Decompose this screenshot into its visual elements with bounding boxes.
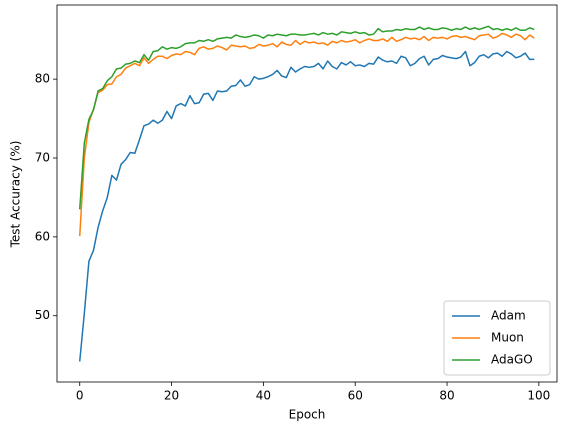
series-line xyxy=(78,25,535,210)
series-line xyxy=(78,32,535,237)
y-tick-label: 80 xyxy=(35,72,50,86)
x-tick-label: 0 xyxy=(76,389,84,403)
series-line xyxy=(78,50,535,362)
y-tick-label: 60 xyxy=(35,229,50,243)
x-tick-label: 80 xyxy=(439,389,454,403)
plot-frame xyxy=(56,4,558,383)
legend-label: Adam xyxy=(491,309,526,323)
x-axis-label: Epoch xyxy=(289,408,326,422)
y-axis-label: Test Accuracy (%) xyxy=(9,141,23,249)
x-tick-label: 40 xyxy=(256,389,271,403)
y-tick-label: 70 xyxy=(35,151,50,165)
x-tick-label: 60 xyxy=(348,389,363,403)
x-tick-label: 20 xyxy=(164,389,179,403)
legend-label: AdaGO xyxy=(491,353,533,367)
y-tick-label: 50 xyxy=(35,308,50,322)
legend-label: Muon xyxy=(491,331,524,345)
x-tick-label: 100 xyxy=(527,389,550,403)
legend-box xyxy=(443,300,551,376)
